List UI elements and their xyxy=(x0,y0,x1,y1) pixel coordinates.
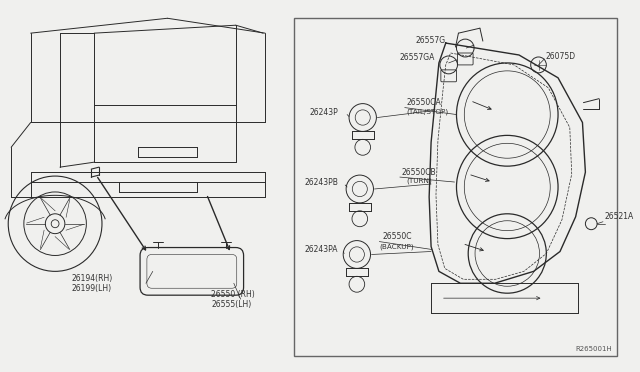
Bar xyxy=(294,18,617,356)
Text: 26550C: 26550C xyxy=(382,232,412,241)
Text: R265001H: R265001H xyxy=(575,346,612,352)
Text: 26557GA: 26557GA xyxy=(400,54,435,62)
Text: 26521A: 26521A xyxy=(605,212,634,221)
Text: 26550CA: 26550CA xyxy=(406,98,442,107)
Text: 26243PB: 26243PB xyxy=(304,177,338,186)
Text: 26075D: 26075D xyxy=(545,52,575,61)
Text: 26243P: 26243P xyxy=(309,108,338,117)
Text: 26555(LH): 26555(LH) xyxy=(211,299,252,309)
Text: 26194(RH): 26194(RH) xyxy=(72,274,113,283)
Text: (TAIL/STOP): (TAIL/STOP) xyxy=(406,108,449,115)
Text: (BACKUP): (BACKUP) xyxy=(380,243,414,250)
Text: (TURN): (TURN) xyxy=(406,178,433,184)
Text: 26557G: 26557G xyxy=(415,36,445,45)
Text: 26550 (RH): 26550 (RH) xyxy=(211,290,255,299)
Text: 26243PA: 26243PA xyxy=(304,245,338,254)
Text: 26199(LH): 26199(LH) xyxy=(72,284,112,293)
Text: 26550CB: 26550CB xyxy=(402,168,436,177)
